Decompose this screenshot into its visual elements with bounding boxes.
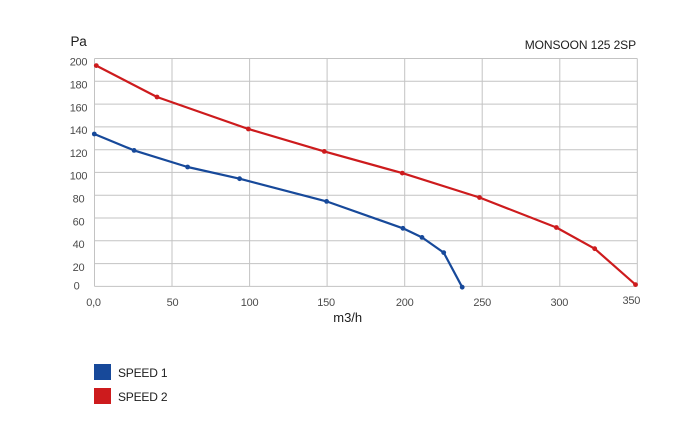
svg-text:300: 300 (550, 297, 568, 309)
svg-text:Pa: Pa (71, 34, 88, 49)
svg-text:SPEED 2: SPEED 2 (118, 390, 168, 404)
svg-text:350: 350 (622, 295, 640, 307)
svg-text:200: 200 (396, 297, 414, 309)
svg-text:120: 120 (70, 148, 88, 160)
svg-text:m3/h: m3/h (333, 310, 362, 325)
svg-text:250: 250 (473, 297, 491, 309)
svg-text:0: 0 (74, 281, 80, 293)
svg-text:200: 200 (70, 57, 88, 69)
svg-text:180: 180 (70, 80, 88, 92)
svg-text:0,0: 0,0 (86, 297, 101, 309)
svg-text:MONSOON 125 2SP: MONSOON 125 2SP (525, 38, 636, 52)
svg-text:50: 50 (167, 297, 179, 309)
svg-text:20: 20 (73, 262, 85, 274)
svg-text:SPEED 1: SPEED 1 (118, 366, 168, 380)
svg-text:60: 60 (73, 216, 85, 228)
svg-text:160: 160 (70, 102, 88, 114)
svg-text:100: 100 (70, 171, 88, 183)
svg-text:140: 140 (70, 125, 88, 137)
svg-text:80: 80 (73, 194, 85, 206)
svg-text:100: 100 (241, 297, 259, 309)
svg-text:150: 150 (317, 297, 335, 309)
svg-text:40: 40 (73, 239, 85, 251)
